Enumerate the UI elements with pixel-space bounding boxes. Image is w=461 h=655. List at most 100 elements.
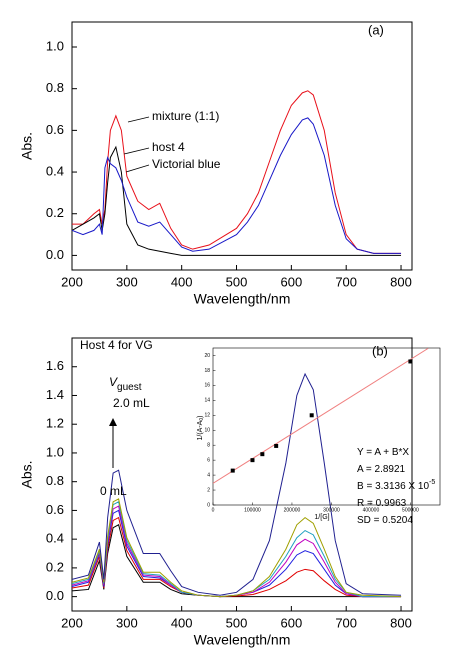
spectrum-line [72, 524, 402, 598]
data-point [250, 458, 255, 463]
y-tick-label: 0.6 [46, 502, 64, 517]
x-axis-title: Wavelength/nm [194, 291, 291, 307]
x-tick-label: 200000 [284, 507, 301, 513]
spectrum-line [72, 498, 402, 598]
fit-result: Y = A + B*X [357, 447, 409, 458]
leader-line [123, 147, 150, 155]
panel-label: (b) [372, 343, 388, 358]
data-point [230, 468, 235, 473]
y-tick-label: 8 [207, 443, 210, 449]
x-tick-label: 200 [61, 274, 83, 289]
x-axis-title: Wavelength/nm [194, 632, 291, 648]
data-point [408, 359, 413, 364]
x-tick-label: 600 [281, 615, 303, 630]
y-tick-label: 0.8 [46, 473, 64, 488]
volume-bottom: 0 mL [100, 484, 127, 498]
x-tick-label: 700 [335, 615, 357, 630]
data-point [274, 443, 279, 448]
volume-top: 2.0 mL [113, 396, 150, 410]
x-tick-label: 300000 [323, 507, 340, 513]
x-tick-label: 300 [116, 615, 138, 630]
plot-frame [71, 337, 413, 612]
fit-result-text: R = 0.9963 [357, 498, 407, 509]
data-point [260, 452, 265, 457]
x-tick-label: 800 [390, 615, 412, 630]
fit-result: R = 0.9963 [357, 498, 407, 509]
series-label: mixture (1:1) [152, 109, 219, 123]
x-tick-label: 800 [390, 274, 412, 289]
series-label: host 4 [152, 140, 185, 154]
y-tick-label: 0.0 [46, 247, 64, 262]
volume-label: Vguest [109, 375, 142, 392]
x-tick-label: 700 [335, 274, 357, 289]
spectrum-line [72, 90, 402, 254]
series-label: Victorial blue [152, 157, 221, 171]
y-tick-label: 0.2 [46, 205, 64, 220]
x-tick-label: 600 [281, 274, 303, 289]
y-tick-label: 1.6 [46, 358, 64, 373]
spectrum-line [72, 145, 402, 256]
volume-label-v: V [109, 375, 118, 389]
y-axis-title-part: ) [197, 416, 204, 418]
plot-frame [212, 347, 441, 506]
y-tick-label: 18 [204, 368, 210, 374]
x-tick-label: 400000 [363, 507, 380, 513]
x-tick-label: 200 [61, 615, 83, 630]
x-tick-label: 300 [116, 274, 138, 289]
x-tick-label: 0 [212, 507, 215, 513]
y-tick-label: 0.6 [46, 122, 64, 137]
x-tick-label: 500 [226, 615, 248, 630]
y-axis-title-part: 1/(A-A [197, 420, 204, 440]
y-tick-label: 12 [204, 413, 210, 419]
y-axis-title: 1/(A-A0) [197, 416, 205, 441]
plot-frame [71, 21, 413, 271]
y-tick-label: 20 [204, 353, 210, 359]
y-axis-title-sub: 0 [199, 418, 205, 421]
y-tick-label: 2 [207, 487, 210, 493]
y-tick-label: 14 [204, 398, 210, 404]
chart-title: Host 4 for VG [80, 338, 153, 352]
x-tick-label: 400 [171, 274, 193, 289]
y-tick-label: 0 [207, 502, 210, 508]
fit-result: SD = 0.5204 [357, 515, 413, 526]
x-tick-label: 400 [171, 615, 193, 630]
y-tick-label: 0.4 [46, 531, 64, 546]
y-tick-label: 1.4 [46, 387, 64, 402]
y-tick-label: 0.4 [46, 163, 64, 178]
x-tick-label: 100000 [244, 507, 261, 513]
spectrum-line [72, 516, 402, 598]
y-axis-title: Abs. [19, 132, 35, 160]
fit-result-text: SD = 0.5204 [357, 515, 413, 526]
data-point [309, 413, 314, 418]
y-axis-title: Abs. [19, 460, 35, 488]
x-axis-title: 1/[G] [314, 514, 329, 521]
fit-line [213, 348, 429, 484]
y-tick-label: 1.0 [46, 444, 64, 459]
spectrum-line [72, 509, 402, 598]
y-tick-label: 1.0 [46, 38, 64, 53]
volume-label-sub: guest [117, 382, 142, 393]
y-tick-label: 6 [207, 457, 210, 463]
y-tick-label: 1.2 [46, 416, 64, 431]
leader-line [125, 164, 150, 173]
y-tick-label: 10 [204, 428, 210, 434]
fit-result: B = 3.3136 X 10-5 [357, 479, 435, 492]
fit-result-text: B = 3.3136 X 10 [357, 481, 429, 492]
spectrum-line [72, 501, 402, 598]
leader-line [127, 116, 150, 123]
panel-label: (a) [368, 22, 384, 37]
y-tick-label: 0.0 [46, 588, 64, 603]
fit-result-text: Y = A + B*X [357, 447, 409, 458]
y-tick-label: 0.2 [46, 559, 64, 574]
spectrum-line [72, 372, 402, 596]
fit-exponent: -5 [429, 479, 435, 486]
fit-result: A = 2.8921 [357, 464, 406, 475]
y-tick-label: 4 [207, 472, 210, 478]
y-tick-label: 16 [204, 383, 210, 389]
x-tick-label: 500 [226, 274, 248, 289]
spectrum-line [72, 117, 402, 254]
fit-result-text: A = 2.8921 [357, 464, 406, 475]
y-tick-label: 0.8 [46, 80, 64, 95]
x-tick-label: 500000 [402, 507, 419, 513]
